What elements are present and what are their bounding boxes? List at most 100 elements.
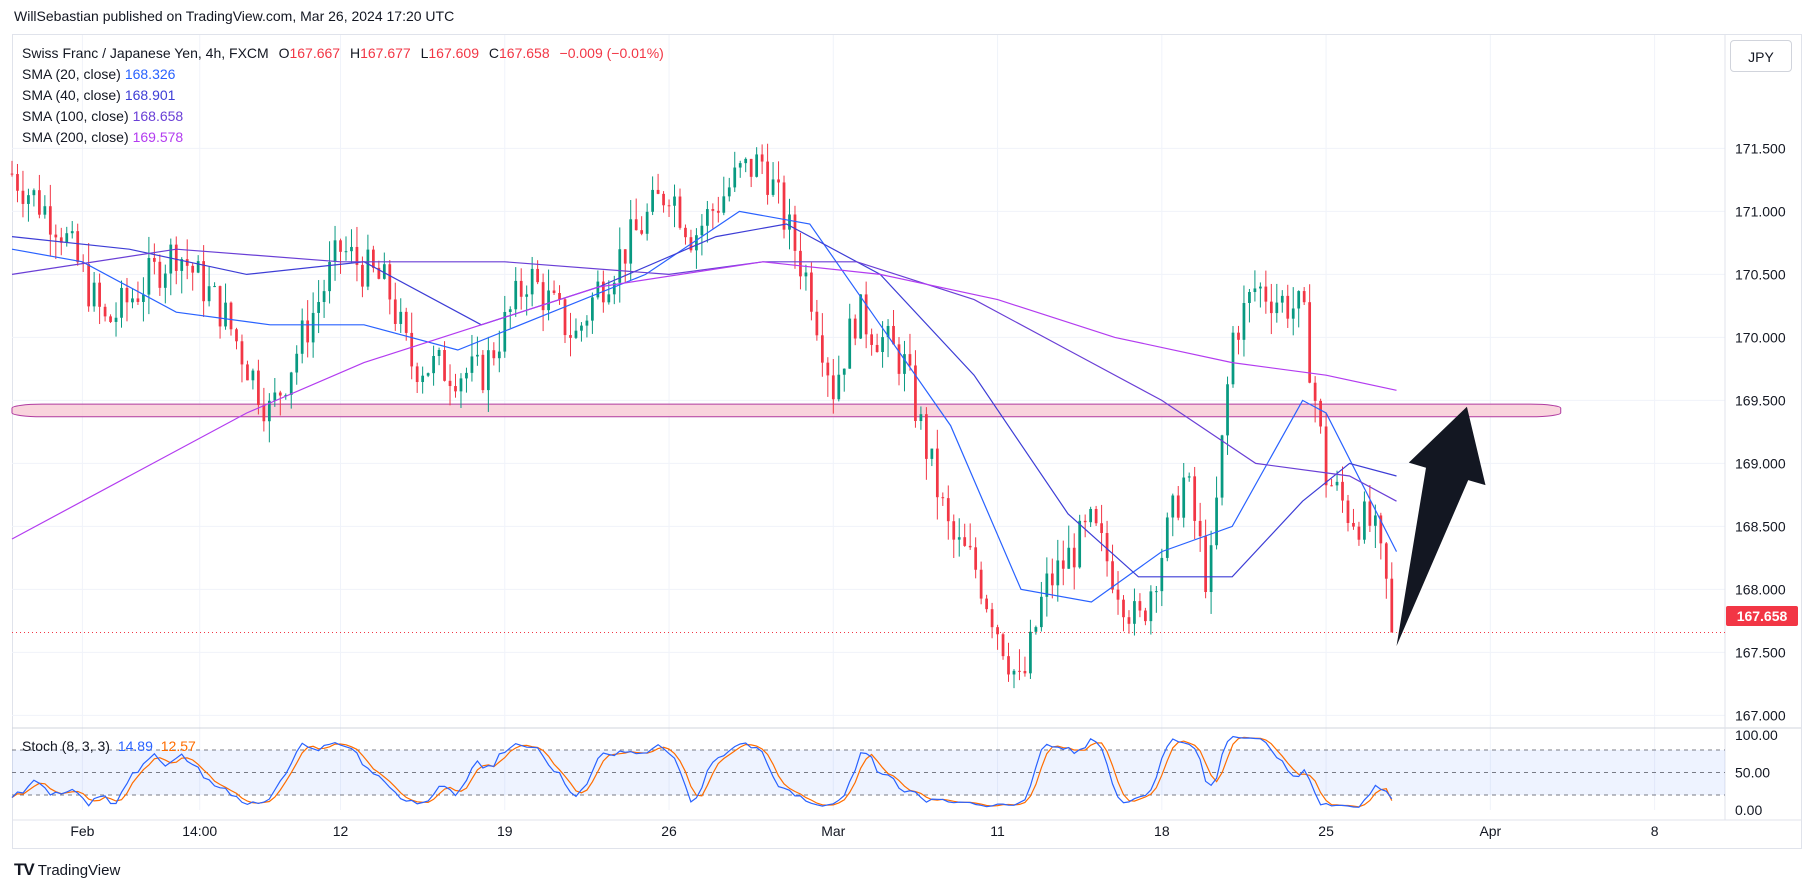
candle-body [125,287,129,303]
candle-body [54,234,58,238]
candle-body [1373,515,1377,526]
candle-body [903,354,906,374]
candle-body [410,332,414,367]
candle-body [317,301,320,313]
candle-body [213,286,216,288]
candle-body [1045,573,1049,597]
candle-body [1209,545,1213,593]
candle-body [306,320,310,343]
candle-body [1204,536,1207,593]
candle-body [481,354,485,391]
candle-body [684,227,687,238]
candle-body [996,627,999,635]
ohlc-low-label: L [420,45,429,61]
x-tick-label: Feb [70,823,94,839]
candle-body [169,244,173,274]
sma-legend-2[interactable]: SMA (40, close) 168.901 [22,85,175,106]
candle-body [848,318,852,369]
candle-body [574,330,578,338]
candle-body [103,306,107,317]
x-tick-label: 19 [497,823,513,839]
candle-body [1302,291,1306,303]
candle-body [1291,308,1295,319]
candle-body [1242,303,1246,340]
sma-legend-1[interactable]: SMA (20, close) 168.326 [22,64,175,85]
candle-body [300,320,304,354]
candle-body [864,294,868,335]
candle-body [1072,547,1076,568]
candle-body [990,609,994,628]
candle-body [645,211,649,234]
sma-value: 169.578 [132,129,184,145]
sma-label: SMA (100, close) [22,108,129,124]
candle-body [508,309,512,313]
candle-body [826,362,830,376]
candle-body [1083,520,1087,523]
candle-body [48,206,52,235]
candle-body [525,294,529,297]
candle-body [372,249,375,268]
candle-body [788,214,791,230]
candle-body [842,368,846,375]
ohlc-close: 167.658 [499,45,550,61]
candle-body [65,233,69,243]
currency-button[interactable]: JPY [1730,40,1792,72]
candle-body [1308,302,1312,383]
candle-body [799,250,802,277]
candle-body [152,257,156,262]
last-price-tag: 167.658 [1726,606,1798,626]
stoch-tick-label: 50.00 [1735,765,1770,781]
y-tick-label: 168.500 [1735,518,1786,534]
brand-name: TradingView [37,861,121,879]
candle-body [1352,522,1355,527]
candle-body [1248,292,1251,304]
candle-body [366,249,370,287]
footer-brand[interactable]: TV TradingView [14,860,120,880]
candle-body [711,209,715,211]
candle-body [289,372,293,395]
candle-body [558,293,561,300]
symbol-title[interactable]: Swiss Franc / Japanese Yen, 4h, FXCM [22,45,269,61]
candle-body [1264,286,1268,302]
candle-body [284,394,288,396]
candle-body [1039,596,1043,628]
candle-body [278,392,282,396]
candle-body [131,298,134,303]
candle-body [722,196,726,213]
candle-body [935,448,939,498]
candle-body [662,193,665,206]
candle-body [202,261,206,302]
sma-legend-4[interactable]: SMA (200, close) 169.578 [22,127,183,148]
candle-body [1269,301,1273,314]
stoch-legend[interactable]: Stoch (8, 3, 3) 14.89 12.57 [22,738,196,754]
candle-body [837,374,841,400]
candle-body [465,372,468,379]
sma-line-2 [11,223,1397,578]
candle-body [815,311,819,336]
candle-body [470,356,474,373]
candle-body [1226,384,1229,436]
candle-body [881,337,884,353]
candle-body [552,290,556,294]
chart-frame[interactable] [12,34,1802,849]
candle-body [503,312,507,352]
sma-legend-3[interactable]: SMA (100, close) 168.658 [22,106,183,127]
candle-body [946,498,950,522]
candle-body [733,167,737,188]
candle-body [333,240,337,263]
candle-body [1286,295,1290,319]
candle-body [492,350,496,359]
candle-body [443,349,446,381]
candle-body [174,244,178,271]
candle-body [1001,634,1005,657]
y-tick-label: 167.500 [1735,644,1786,660]
sma-label: SMA (40, close) [22,87,121,103]
candle-body [459,378,463,392]
candle-body [580,325,583,331]
candle-body [536,268,540,283]
candle-body [328,262,331,292]
candle-body [10,173,14,175]
candle-body [27,195,30,204]
candle-body [43,206,47,215]
